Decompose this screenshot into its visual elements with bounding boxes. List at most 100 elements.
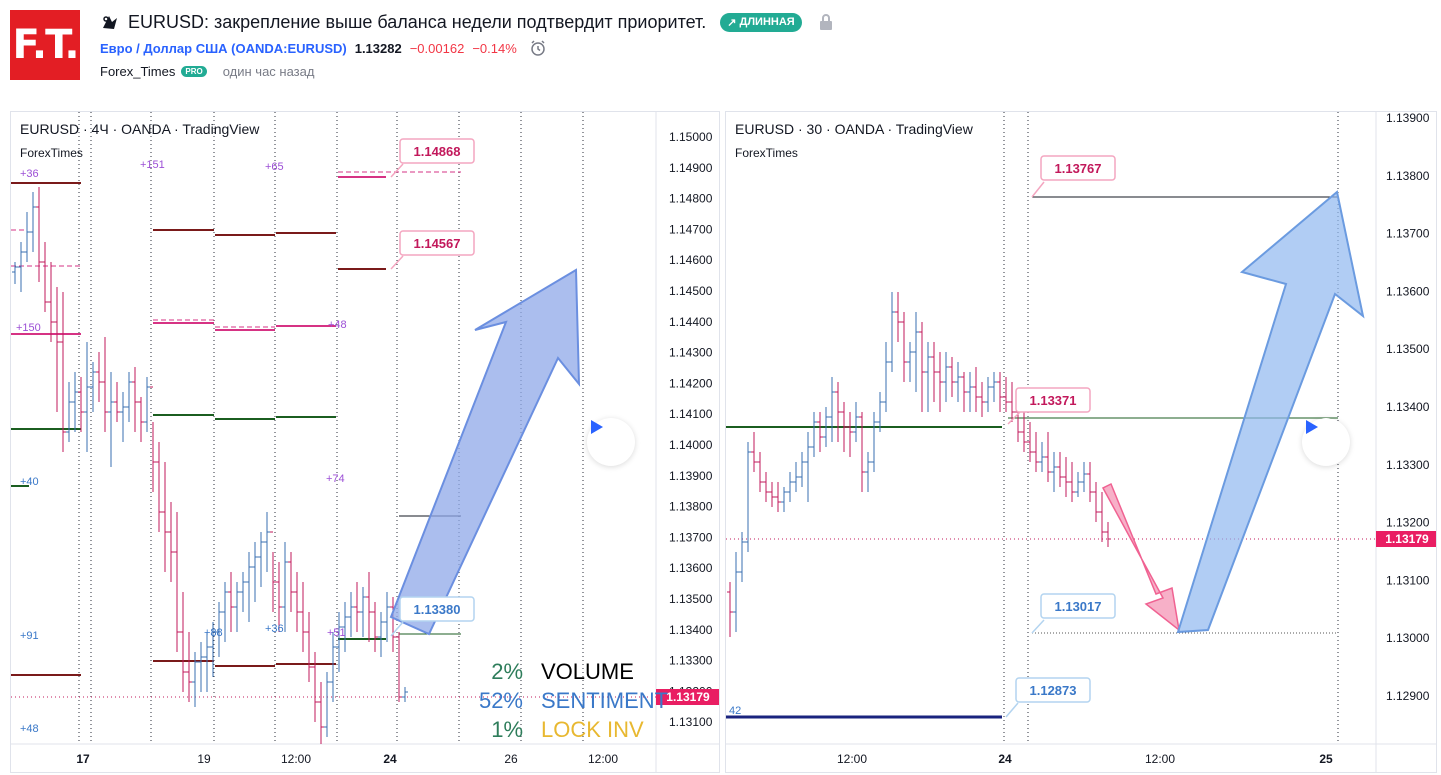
play-icon — [1306, 420, 1318, 434]
forecast-arrow — [389, 268, 581, 636]
alarm-clock-icon[interactable] — [529, 39, 547, 57]
forecast-arrow-down — [1101, 482, 1181, 632]
symbol-link[interactable]: Евро / Доллар США (OANDA:EURUSD) — [100, 40, 347, 56]
play-button[interactable] — [587, 418, 635, 466]
y-tick: 1.15000 — [669, 130, 713, 144]
bar-label: +74 — [326, 473, 345, 485]
right-chart-canvas[interactable]: 42 1.13767 1.13371 1.13017 1.12873 1.139… — [726, 112, 1437, 773]
long-badge: ↗ ДЛИННАЯ — [720, 12, 802, 32]
y-tick: 1.13900 — [1386, 112, 1430, 125]
callout-pointer — [390, 621, 404, 637]
stat-label: VOLUME — [541, 659, 634, 684]
left-chart-canvas[interactable]: +36 +151 +65 +150 +48 +40 +74 +91 +88 +3… — [11, 112, 720, 773]
author-name[interactable]: Forex_Times — [100, 64, 176, 79]
callout-pointer — [1031, 619, 1045, 634]
candles — [12, 187, 408, 744]
y-tick: 1.14800 — [669, 192, 713, 206]
stat-row-volume: 2% VOLUME — [471, 657, 668, 686]
x-tick: 12:00 — [1145, 752, 1175, 766]
left-chart[interactable]: +36 +151 +65 +150 +48 +40 +74 +91 +88 +3… — [10, 111, 720, 773]
publish-time: один час назад — [222, 64, 315, 79]
play-icon — [591, 420, 603, 434]
x-tick: 24 — [383, 752, 397, 766]
y-tick: 1.14600 — [669, 253, 713, 267]
stats-panel: 2% VOLUME 52% SENTIMENT 1% LOCK INV — [471, 657, 668, 744]
bar-label: +65 — [265, 161, 284, 173]
stat-row-sentiment: 52% SENTIMENT — [471, 686, 668, 715]
callout-pointer — [1007, 411, 1021, 425]
y-tick: 1.13900 — [669, 469, 713, 483]
bar-label: +51 — [327, 627, 346, 639]
pro-badge: PRO — [181, 66, 207, 77]
callout-box[interactable] — [1040, 155, 1116, 181]
callout-price: 1.14868 — [414, 144, 461, 159]
y-tick: 1.13600 — [1386, 284, 1430, 298]
callout-price: 1.14567 — [414, 236, 461, 251]
author-row: Forex_Times PRO один час назад — [100, 64, 314, 79]
y-tick: 1.13700 — [1386, 227, 1430, 241]
bar-label: +36 — [265, 623, 284, 635]
play-button[interactable] — [1302, 418, 1350, 466]
y-tick: 1.13300 — [669, 654, 713, 668]
x-tick: 12:00 — [588, 752, 618, 766]
callout-box[interactable] — [1015, 677, 1091, 703]
callout-box[interactable] — [399, 230, 475, 256]
callout-box[interactable] — [1015, 387, 1091, 413]
y-tick: 1.14000 — [669, 438, 713, 452]
callout-price: 1.13017 — [1055, 599, 1102, 614]
callout-box[interactable] — [399, 138, 475, 164]
right-chart[interactable]: 42 1.13767 1.13371 1.13017 1.12873 1.139… — [725, 111, 1437, 773]
stat-value: 1% — [491, 717, 523, 742]
callout-price: 1.12873 — [1030, 683, 1077, 698]
long-badge-label: ДЛИННАЯ — [739, 16, 795, 28]
stat-value: 2% — [491, 659, 523, 684]
bar-label: +91 — [20, 630, 39, 642]
callout-box[interactable] — [399, 596, 475, 622]
y-tick: 1.13600 — [669, 561, 713, 575]
y-tick: 1.13500 — [669, 592, 713, 606]
stat-label: LOCK INV — [541, 717, 644, 742]
price-change-percent: −0.14% — [472, 40, 517, 56]
bar-label: +48 — [20, 723, 39, 735]
y-tick: 1.13700 — [669, 530, 713, 544]
callout-box[interactable] — [1040, 593, 1116, 619]
y-tick: 1.13400 — [1386, 400, 1430, 414]
bar-label: +150 — [16, 322, 41, 334]
callout-price: 1.13380 — [414, 602, 461, 617]
symbol-row: Евро / Доллар США (OANDA:EURUSD) 1.13282… — [100, 39, 547, 57]
x-tick: 12:00 — [837, 752, 867, 766]
current-price-tag-text: 1.13179 — [1385, 532, 1429, 546]
callout-price: 1.13767 — [1055, 161, 1102, 176]
callout-price: 1.13371 — [1030, 393, 1077, 408]
y-tick: 1.13400 — [669, 623, 713, 637]
stat-label: SENTIMENT — [541, 688, 669, 713]
callout-pointer — [390, 163, 404, 178]
stat-row-lock-inv: 1% LOCK INV — [471, 715, 668, 744]
x-tick: 17 — [76, 752, 90, 766]
y-tick: 1.13200 — [1386, 516, 1430, 530]
arrow-up-right-icon: ↗ — [727, 16, 737, 29]
y-tick: 1.14900 — [669, 161, 713, 175]
y-tick: 1.14200 — [669, 376, 713, 390]
x-tick: 24 — [998, 752, 1012, 766]
y-tick: 1.13100 — [669, 715, 713, 729]
x-tick: 26 — [504, 752, 518, 766]
y-tick: 1.14100 — [669, 407, 713, 421]
bar-label: +36 — [20, 168, 39, 180]
chart-author-label: ForexTimes — [20, 146, 83, 160]
y-tick: 1.14400 — [669, 315, 713, 329]
last-price: 1.13282 — [354, 40, 402, 56]
forex-times-logo[interactable]: F.T. — [10, 10, 80, 80]
callout-pointer — [1005, 702, 1019, 718]
y-tick: 1.12900 — [1386, 689, 1430, 703]
y-tick: 1.14300 — [669, 346, 713, 360]
callout-pointer — [1031, 181, 1045, 198]
callout-pointer — [390, 255, 404, 270]
y-tick: 1.13000 — [1386, 631, 1430, 645]
stat-value: 52% — [478, 688, 523, 713]
y-tick: 1.13800 — [669, 500, 713, 514]
bar-label: +40 — [20, 476, 39, 488]
idea-title-row: EURUSD: закрепление выше баланса недели … — [100, 10, 834, 34]
bar-label: +48 — [328, 319, 347, 331]
bar-label: 42 — [729, 705, 741, 717]
